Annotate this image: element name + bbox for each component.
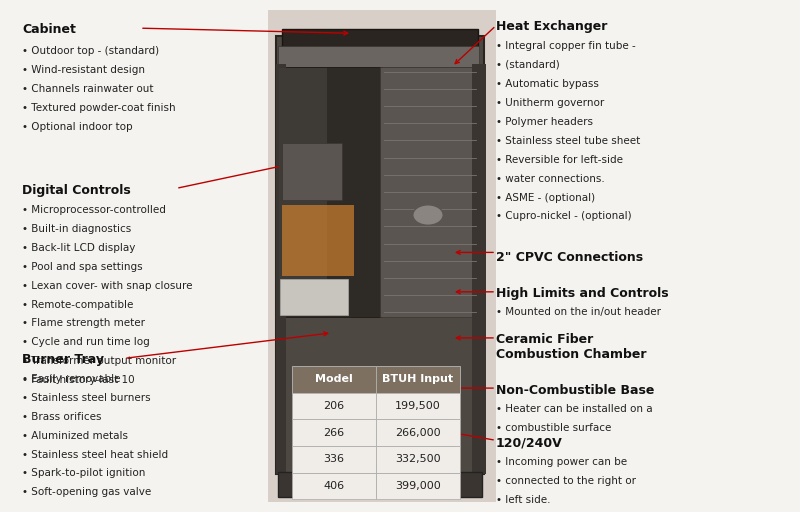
Text: • Unitherm governor: • Unitherm governor	[496, 98, 604, 108]
Bar	[282, 205, 354, 276]
Bar	[276, 36, 484, 474]
Text: • Stainless steel burners: • Stainless steel burners	[22, 393, 151, 403]
Text: • Incoming power can be: • Incoming power can be	[496, 457, 627, 467]
Text: • Stainless steel tube sheet: • Stainless steel tube sheet	[496, 136, 640, 146]
Text: • Cycle and run time log: • Cycle and run time log	[22, 337, 150, 348]
Text: 2" CPVC Connections: 2" CPVC Connections	[496, 251, 643, 264]
Bar	[268, 10, 496, 502]
Text: Ceramic Fiber
Combustion Chamber: Ceramic Fiber Combustion Chamber	[496, 333, 646, 361]
Text: • Channels rainwater out: • Channels rainwater out	[22, 84, 154, 94]
Text: 332,500: 332,500	[395, 454, 441, 464]
Bar	[279, 68, 327, 316]
Text: • Built-in diagnostics: • Built-in diagnostics	[22, 224, 132, 234]
Text: 120/240V: 120/240V	[496, 436, 562, 449]
Text: Non-Combustible Base: Non-Combustible Base	[496, 384, 654, 397]
Text: • Outdoor top - (standard): • Outdoor top - (standard)	[22, 46, 159, 56]
Bar	[292, 446, 376, 473]
Text: • Optional indoor top: • Optional indoor top	[22, 122, 133, 132]
Text: 206: 206	[323, 401, 345, 411]
Bar	[376, 446, 460, 473]
Text: 406: 406	[323, 481, 345, 491]
Text: • Stainless steel heat shield: • Stainless steel heat shield	[22, 450, 169, 460]
Text: • Cupro-nickel - (optional): • Cupro-nickel - (optional)	[496, 211, 632, 222]
Bar	[376, 366, 460, 393]
Text: • Aluminized metals: • Aluminized metals	[22, 431, 128, 441]
Text: • combustible surface: • combustible surface	[496, 423, 611, 434]
Text: • Soft-opening gas valve: • Soft-opening gas valve	[22, 487, 152, 498]
Text: • Pool and spa settings: • Pool and spa settings	[22, 262, 143, 272]
Text: • Microprocessor-controlled: • Microprocessor-controlled	[22, 205, 166, 215]
Text: High Limits and Controls: High Limits and Controls	[496, 287, 669, 300]
Bar	[292, 393, 376, 419]
Text: • connected to the right or: • connected to the right or	[496, 476, 636, 486]
Text: • Automatic bypass: • Automatic bypass	[496, 79, 599, 89]
Text: 399,000: 399,000	[395, 481, 441, 491]
Text: Digital Controls: Digital Controls	[22, 184, 131, 197]
Text: • Flame strength meter: • Flame strength meter	[22, 318, 146, 329]
Bar	[282, 143, 342, 200]
Text: Heat Exchanger: Heat Exchanger	[496, 20, 607, 33]
Bar	[376, 473, 460, 499]
Text: • Integral copper fin tube -: • Integral copper fin tube -	[496, 41, 636, 51]
Text: Model: Model	[315, 374, 353, 385]
Text: • ASME - (optional): • ASME - (optional)	[496, 193, 595, 203]
Bar	[380, 67, 480, 317]
Text: • Polymer headers: • Polymer headers	[496, 117, 593, 127]
Text: 336: 336	[323, 454, 345, 464]
Text: • Wind-resistant design: • Wind-resistant design	[22, 65, 146, 75]
Text: • Back-lit LCD display: • Back-lit LCD display	[22, 243, 136, 253]
Text: 266: 266	[323, 428, 345, 438]
Text: • water connections.: • water connections.	[496, 174, 605, 184]
Text: • left side.: • left side.	[496, 495, 550, 505]
Text: • Heater can be installed on a: • Heater can be installed on a	[496, 404, 653, 415]
Bar	[280, 279, 348, 315]
Bar	[278, 472, 482, 497]
Text: 266,000: 266,000	[395, 428, 441, 438]
Ellipse shape	[413, 205, 443, 225]
Text: • Spark-to-pilot ignition: • Spark-to-pilot ignition	[22, 468, 146, 479]
Bar	[278, 46, 479, 67]
Text: • Brass orifices: • Brass orifices	[22, 412, 102, 422]
Bar	[282, 29, 478, 48]
Text: • Lexan cover- with snap closure: • Lexan cover- with snap closure	[22, 281, 193, 291]
Text: • Remote-compatible: • Remote-compatible	[22, 300, 134, 310]
Text: 199,500: 199,500	[395, 401, 441, 411]
Text: • Transformer output monitor: • Transformer output monitor	[22, 356, 177, 367]
Text: • Fault history-last 10: • Fault history-last 10	[22, 375, 135, 386]
Text: • (standard): • (standard)	[496, 60, 560, 70]
Text: Burner Tray: Burner Tray	[22, 353, 104, 366]
Bar	[292, 366, 376, 393]
Bar	[276, 64, 286, 474]
Text: BTUH Input: BTUH Input	[382, 374, 454, 385]
Bar	[278, 67, 382, 317]
Text: • Textured powder-coat finish: • Textured powder-coat finish	[22, 103, 176, 113]
Bar	[472, 64, 486, 474]
Bar	[292, 419, 376, 446]
Bar	[376, 419, 460, 446]
Text: • Easily removable: • Easily removable	[22, 374, 121, 384]
Bar	[376, 393, 460, 419]
Bar	[292, 473, 376, 499]
Text: • Mounted on the in/out header: • Mounted on the in/out header	[496, 307, 661, 317]
Text: Cabinet: Cabinet	[22, 23, 76, 36]
Text: • Reversible for left-side: • Reversible for left-side	[496, 155, 623, 165]
